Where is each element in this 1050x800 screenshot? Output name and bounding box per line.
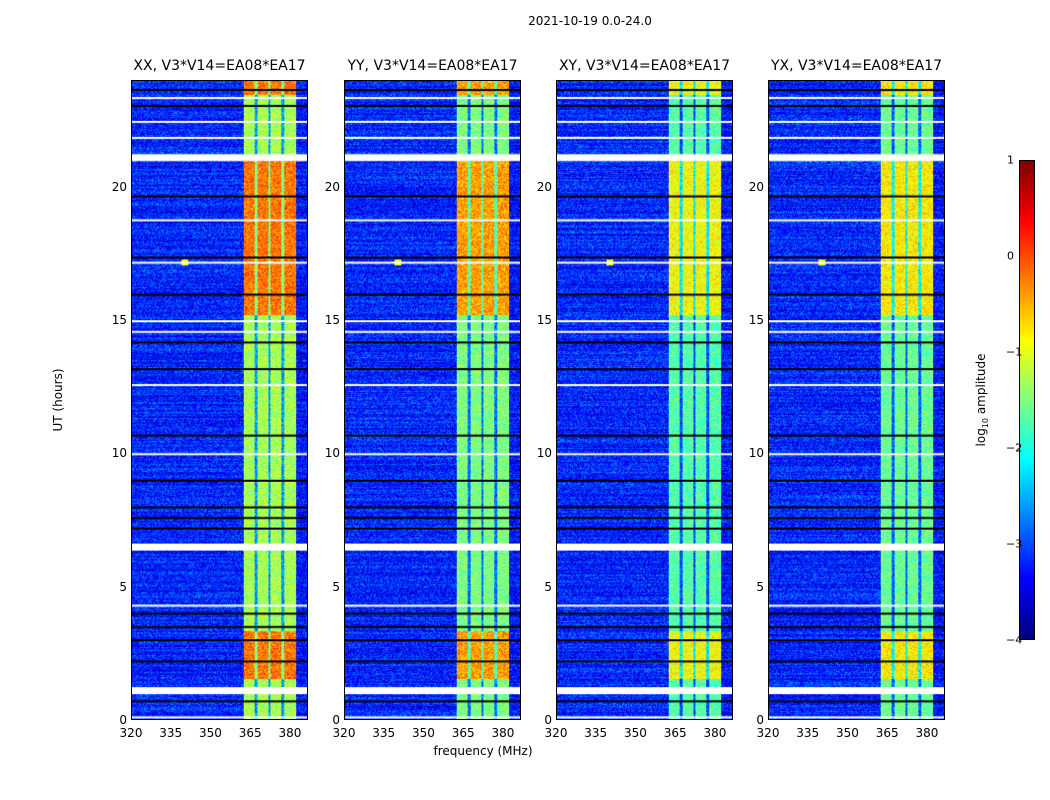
y-tick-label: 10: [748, 446, 764, 461]
y-axis-label: UT (hours): [51, 368, 65, 432]
x-tick-label: 320: [332, 726, 356, 740]
x-tick-label: 380: [491, 726, 515, 740]
x-tick-label: 350: [199, 726, 222, 740]
y-tick-label: 5: [756, 579, 764, 594]
x-tick-label: 365: [663, 726, 687, 740]
x-tick-label: 350: [836, 726, 859, 740]
colorbar: [1019, 160, 1035, 640]
x-tick-label: 380: [278, 726, 302, 740]
colorbar-tick-label: −2: [1006, 441, 1023, 455]
y-tick-label: 20: [748, 179, 764, 194]
y-tick-label: 10: [324, 446, 340, 461]
x-tick-label: 320: [544, 726, 568, 740]
y-tick-label: 10: [111, 446, 127, 461]
panel-yy: YY, V3*V14=EA08*EA17 320 335 350 365 380 0 5 10 1…: [325, 58, 521, 740]
y-tick-label: 5: [544, 579, 552, 594]
y-tick-label: 0: [756, 713, 764, 727]
x-tick-label: 365: [238, 726, 262, 740]
x-tick-label: 320: [756, 726, 780, 740]
y-tick-label: 20: [111, 179, 127, 194]
y-tick-label: 10: [536, 446, 552, 461]
panel-title: YX, V3*V14=EA08*EA17: [770, 58, 943, 74]
y-tick-label: 15: [111, 313, 127, 327]
x-tick-label: 380: [703, 726, 727, 740]
panel-title: XX, V3*V14=EA08*EA17: [133, 58, 306, 74]
x-tick-label: 335: [584, 726, 608, 740]
y-tick-label: 0: [332, 713, 340, 727]
colorbar-tick-label: −1: [1006, 345, 1023, 359]
y-tick-label: 20: [324, 179, 340, 194]
y-tick-label: 5: [332, 579, 340, 594]
x-tick-label: 335: [796, 726, 820, 740]
x-tick-label: 380: [915, 726, 939, 740]
panel-title: YY, V3*V14=EA08*EA17: [347, 58, 518, 74]
x-tick-label: 365: [451, 726, 475, 740]
x-axis-label: frequency (MHz): [433, 744, 533, 758]
x-tick-label: 350: [624, 726, 647, 740]
figure-title: 2021-10-19 0.0-24.0: [528, 14, 652, 28]
x-tick-label: 320: [119, 726, 143, 740]
colorbar-tick-label: 0: [1007, 249, 1014, 263]
x-tick-label: 335: [372, 726, 396, 740]
waterfall-heatmap: [556, 80, 733, 720]
colorbar-label: log10 amplitude: [973, 353, 991, 447]
colorbar-tick-label: −3: [1006, 537, 1023, 551]
colorbar-tick-label: 1: [1007, 153, 1014, 167]
panel-xx: XX, V3*V14=EA08*EA17 320 335 350 365 380 0 5 10 1…: [112, 58, 308, 740]
y-tick-label: 0: [119, 713, 127, 727]
waterfall-heatmap: [768, 80, 945, 720]
y-tick-label: 15: [324, 313, 340, 327]
y-tick-label: 15: [536, 313, 552, 327]
panel-yx: YX, V3*V14=EA08*EA17 320 335 350 365 380 0 5 10 1…: [749, 58, 945, 740]
y-tick-label: 5: [119, 579, 127, 594]
y-tick-label: 20: [536, 179, 552, 194]
x-tick-label: 365: [875, 726, 899, 740]
panel-xy: XY, V3*V14=EA08*EA17 320 335 350 365 380 0 5 10 1…: [537, 58, 733, 740]
panel-title: XY, V3*V14=EA08*EA17: [558, 58, 731, 74]
y-tick-label: 0: [544, 713, 552, 727]
waterfall-heatmap: [131, 80, 308, 720]
waterfall-heatmap: [344, 80, 521, 720]
colorbar-tick-label: −4: [1006, 633, 1023, 647]
y-tick-label: 15: [748, 313, 764, 327]
x-tick-label: 350: [412, 726, 435, 740]
x-tick-label: 335: [159, 726, 183, 740]
